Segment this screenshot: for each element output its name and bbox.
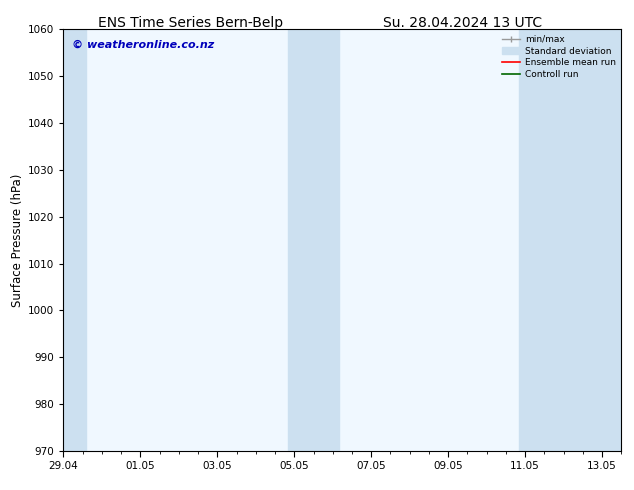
Text: Su. 28.04.2024 13 UTC: Su. 28.04.2024 13 UTC	[384, 16, 542, 30]
Legend: min/max, Standard deviation, Ensemble mean run, Controll run: min/max, Standard deviation, Ensemble me…	[499, 31, 619, 82]
Bar	[60, 29, 86, 451]
Text: ENS Time Series Bern-Belp: ENS Time Series Bern-Belp	[98, 16, 283, 30]
Bar	[519, 29, 625, 451]
Y-axis label: Surface Pressure (hPa): Surface Pressure (hPa)	[11, 173, 24, 307]
Bar	[288, 29, 339, 451]
Text: © weatheronline.co.nz: © weatheronline.co.nz	[72, 40, 214, 50]
